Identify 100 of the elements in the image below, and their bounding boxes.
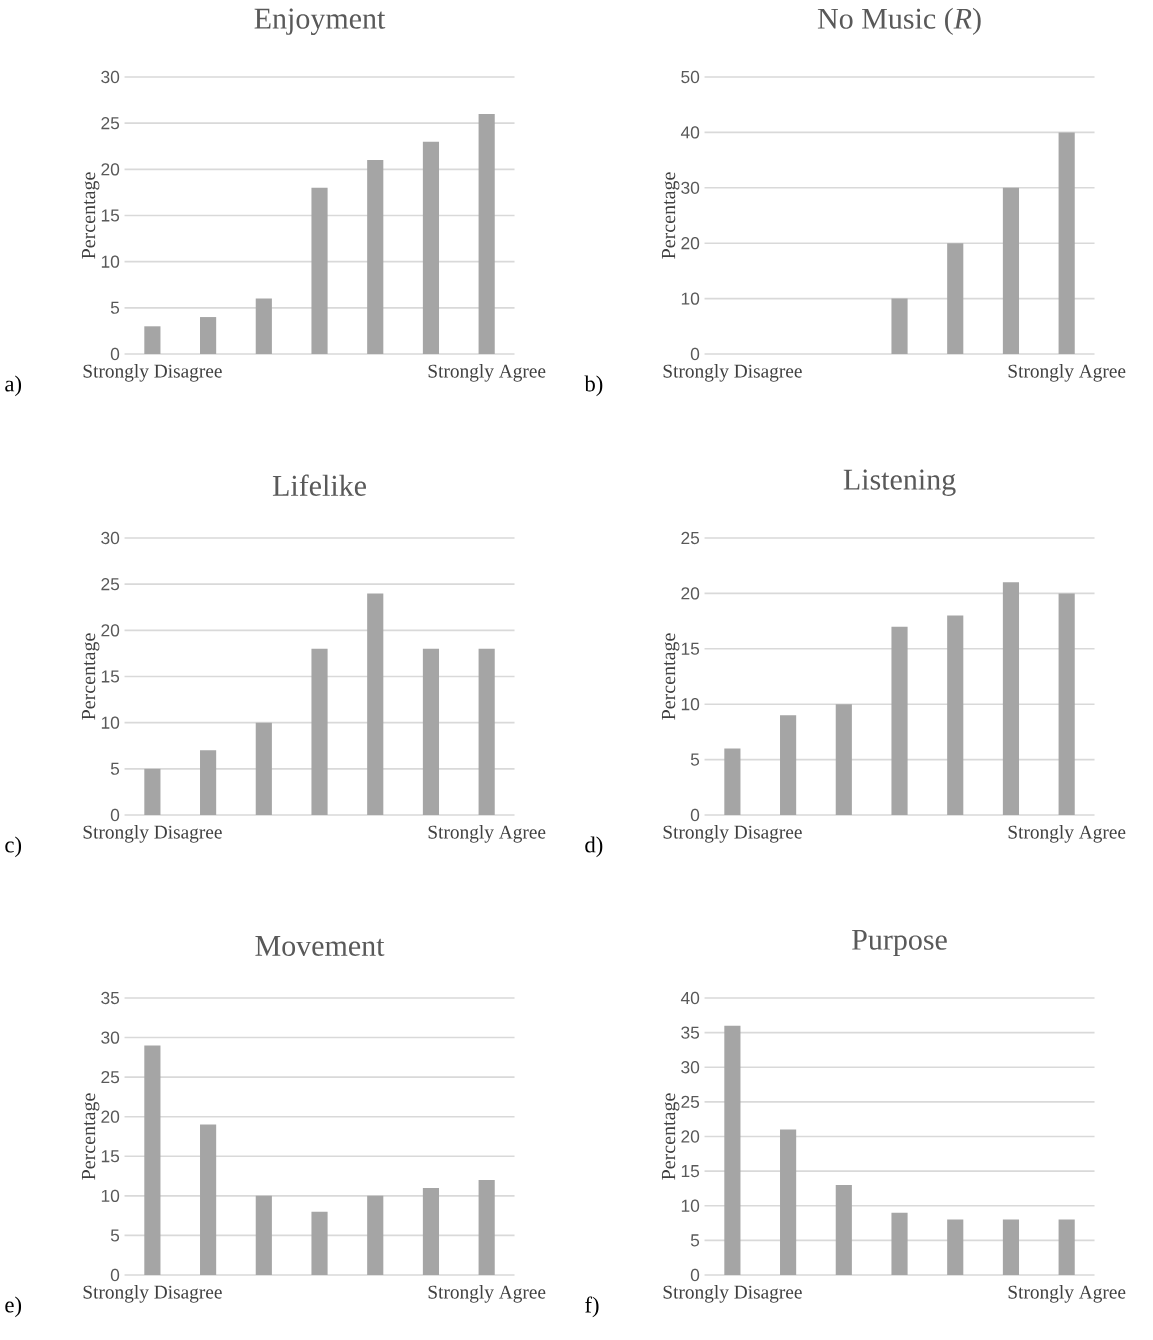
x-tick-label: Strongly Disagree: [663, 364, 803, 382]
bar: [311, 187, 328, 354]
y-tick-label: 5: [111, 301, 120, 314]
bar: [478, 113, 495, 354]
bar: [144, 768, 161, 815]
y-tick-label: 40: [681, 126, 700, 139]
chart-title: No Music (R): [818, 7, 981, 35]
y-tick-label: 30: [681, 181, 700, 194]
chart-title: Lifelike: [273, 474, 367, 496]
bar: [478, 648, 495, 815]
chart-title: Purpose: [852, 929, 948, 956]
y-tick-label: 25: [101, 578, 120, 591]
y-tick-label: 25: [101, 1071, 120, 1084]
y-tick-label: 0: [691, 1268, 700, 1282]
x-tick-label: Strongly Agree: [1008, 1285, 1126, 1303]
x-tick-label: Strongly Agree: [1008, 364, 1126, 382]
text: a): [5, 375, 22, 397]
chart-title: Movement: [255, 936, 385, 956]
y-axis-title: Percentage: [662, 172, 680, 259]
bar: [255, 298, 273, 354]
y-tick-label: 25: [681, 1095, 700, 1109]
y-tick-label: 40: [681, 991, 700, 1005]
x-tick-label: Strongly Disagree: [83, 1285, 223, 1303]
y-tick-label: 25: [681, 531, 700, 545]
bar: [144, 326, 161, 354]
x-tick-label: Strongly Agree: [428, 364, 546, 382]
x-tick-label: Strongly Agree: [1008, 825, 1126, 843]
bar: [1058, 132, 1075, 354]
y-tick-label: 20: [101, 163, 120, 176]
y-tick-label: 10: [682, 1199, 700, 1212]
y-axis-title: Percentage: [82, 1093, 100, 1180]
bar: [367, 593, 384, 815]
y-tick-label: 10: [682, 292, 700, 305]
y-tick-label: 10: [102, 716, 120, 729]
bar: [255, 722, 273, 815]
y-tick-label: 30: [101, 70, 120, 84]
y-tick-label: 15: [682, 1165, 700, 1178]
y-tick-label: 10: [102, 1189, 120, 1202]
y-tick-label: 50: [681, 70, 700, 84]
bar: [255, 1195, 273, 1275]
bar: [947, 615, 964, 815]
y-axis-title: Percentage: [662, 1093, 680, 1180]
bar: [947, 1219, 964, 1275]
bar: [311, 1211, 328, 1275]
y-tick-label: 15: [102, 209, 120, 222]
y-tick-label: 10: [102, 255, 120, 268]
x-tick-label: Strongly Disagree: [663, 1285, 803, 1303]
bar: [478, 1180, 495, 1275]
y-axis-title: Percentage: [82, 172, 100, 259]
y-tick-label: 5: [111, 762, 120, 775]
y-axis-title: Percentage: [82, 633, 100, 720]
y-tick-label: 15: [682, 642, 700, 655]
y-tick-label: 5: [691, 1234, 700, 1247]
y-tick-label: 25: [101, 117, 120, 130]
bar: [423, 1187, 440, 1275]
bar: [311, 648, 328, 815]
bar: [1003, 1219, 1020, 1275]
bar: [1058, 1219, 1075, 1275]
y-tick-label: 30: [101, 531, 120, 545]
bar: [423, 648, 440, 815]
text: b): [584, 375, 603, 397]
text: c): [5, 836, 22, 858]
y-tick-label: 35: [681, 1026, 700, 1039]
y-tick-label: 15: [102, 670, 120, 683]
chart-title: Enjoyment: [254, 8, 386, 35]
bar: [367, 1195, 384, 1275]
y-tick-label: 0: [691, 808, 700, 822]
bar: [780, 715, 797, 815]
bar: [1058, 593, 1075, 815]
bar: [1003, 582, 1020, 815]
x-tick-label: Strongly Agree: [428, 1285, 546, 1303]
y-tick-label: 10: [682, 698, 700, 711]
y-tick-label: 5: [111, 1229, 120, 1242]
bar: [423, 141, 440, 354]
y-tick-label: 30: [101, 1031, 120, 1044]
x-tick-label: Strongly Disagree: [83, 825, 223, 843]
y-tick-label: 15: [102, 1150, 120, 1163]
bar: [144, 1045, 161, 1275]
bar: [891, 1212, 908, 1275]
text: f): [585, 1296, 599, 1318]
bar: [780, 1129, 797, 1275]
y-tick-label: 5: [691, 753, 700, 766]
y-tick-label: 0: [111, 808, 120, 822]
bar: [367, 160, 384, 354]
bar: [835, 1184, 853, 1275]
bar: [891, 626, 908, 815]
bar: [200, 317, 217, 354]
bar: [724, 1025, 741, 1275]
y-tick-label: 20: [681, 237, 700, 250]
bar: [1003, 187, 1020, 354]
y-tick-label: 35: [101, 991, 120, 1005]
y-tick-label: 20: [681, 587, 700, 600]
y-axis-title: Percentage: [662, 633, 680, 720]
y-tick-label: 0: [111, 347, 120, 361]
text: e): [5, 1296, 22, 1318]
x-tick-label: Strongly Disagree: [663, 825, 803, 843]
y-tick-label: 20: [681, 1130, 700, 1143]
bar: [891, 298, 908, 354]
chart-title: Listening: [843, 469, 956, 496]
bar: [724, 748, 741, 815]
